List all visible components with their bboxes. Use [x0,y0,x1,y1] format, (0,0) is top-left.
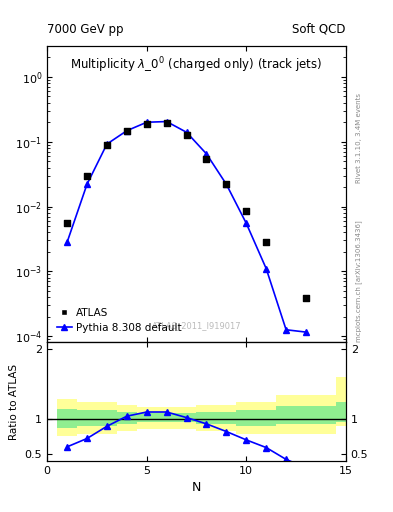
Pythia 8.308 default [164,118,169,124]
Text: 7000 GeV pp: 7000 GeV pp [47,23,124,36]
ATLAS [263,238,269,246]
Pythia 8.308 default [84,181,89,187]
Pythia 8.308 default [304,329,309,335]
ATLAS [303,294,309,303]
Pythia 8.308 default [144,119,149,125]
Pythia 8.308 default [204,151,209,157]
Pythia 8.308 default [65,239,70,245]
Legend: ATLAS, Pythia 8.308 default: ATLAS, Pythia 8.308 default [52,304,186,337]
ATLAS [163,119,170,127]
ATLAS [203,155,209,163]
Y-axis label: Ratio to ATLAS: Ratio to ATLAS [9,364,19,440]
Pythia 8.308 default [105,141,109,147]
Text: Multiplicity $\lambda\_0^0$ (charged only) (track jets): Multiplicity $\lambda\_0^0$ (charged onl… [70,55,323,75]
ATLAS [124,126,130,135]
ATLAS [243,207,250,215]
Text: Rivet 3.1.10, 3.4M events: Rivet 3.1.10, 3.4M events [356,93,362,183]
Pythia 8.308 default [184,129,189,135]
X-axis label: N: N [192,481,201,494]
Text: mcplots.cern.ch [arXiv:1306.3436]: mcplots.cern.ch [arXiv:1306.3436] [356,221,362,343]
Line: Pythia 8.308 default: Pythia 8.308 default [64,118,310,335]
ATLAS [143,120,150,129]
Pythia 8.308 default [224,181,229,187]
Pythia 8.308 default [264,266,268,272]
Pythia 8.308 default [284,327,288,333]
Pythia 8.308 default [125,127,129,134]
Pythia 8.308 default [244,220,249,226]
ATLAS [104,141,110,150]
ATLAS [223,180,230,188]
ATLAS [84,172,90,180]
ATLAS [64,219,70,227]
ATLAS [184,132,190,140]
Text: ATLAS_2011_I919017: ATLAS_2011_I919017 [152,322,241,330]
Text: Soft QCD: Soft QCD [292,23,346,36]
